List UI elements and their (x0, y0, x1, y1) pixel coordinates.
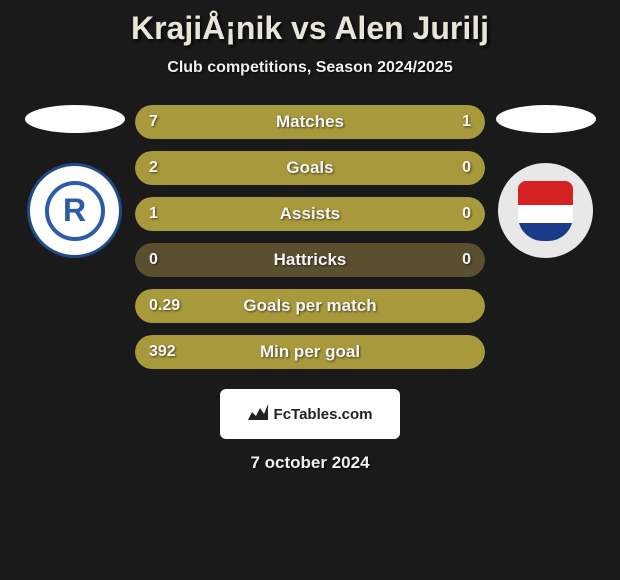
left-player-col: R (22, 105, 127, 258)
comparison-card: KrajiÅ¡nik vs Alen Jurilj Club competiti… (0, 0, 620, 483)
club-shield-icon (518, 181, 573, 241)
player-avatar-right (496, 105, 596, 133)
stat-value-left: 0.29 (149, 297, 180, 315)
brand-box[interactable]: FcTables.com (220, 389, 400, 439)
stat-value-left: 1 (149, 205, 158, 223)
right-player-col (493, 105, 598, 258)
stat-label: Min per goal (260, 342, 360, 362)
date-text: 7 october 2024 (0, 453, 620, 473)
stat-value-left: 7 (149, 113, 158, 131)
stat-label: Assists (280, 204, 340, 224)
stat-value-left: 2 (149, 159, 158, 177)
stats-column: 7 Matches 1 2 Goals 0 1 Assists 0 0 Hattricks 0 0.29… (135, 105, 485, 381)
stat-bar: 1 Assists 0 (135, 197, 485, 231)
stat-bar: 392 Min per goal (135, 335, 485, 369)
stat-label: Matches (276, 112, 344, 132)
stat-value-left: 0 (149, 251, 158, 269)
brand-text: FcTables.com (274, 406, 373, 423)
club-logo-left: R (27, 163, 122, 258)
club-logo-right (498, 163, 593, 258)
page-title: KrajiÅ¡nik vs Alen Jurilj (0, 10, 620, 47)
stat-label: Goals (286, 158, 333, 178)
stat-bar: 0 Hattricks 0 (135, 243, 485, 277)
stat-value-right: 0 (462, 205, 471, 223)
stat-value-right: 1 (462, 113, 471, 131)
chart-icon (248, 404, 268, 425)
stat-bar: 0.29 Goals per match (135, 289, 485, 323)
main-row: R 7 Matches 1 2 Goals 0 1 Assists 0 0 Hattricks 0 0.… (0, 105, 620, 381)
stat-bar: 2 Goals 0 (135, 151, 485, 185)
stat-fill-right (405, 105, 486, 139)
player-avatar-left (25, 105, 125, 133)
stat-value-right: 0 (462, 251, 471, 269)
stat-value-right: 0 (462, 159, 471, 177)
stat-label: Goals per match (243, 296, 376, 316)
subtitle: Club competitions, Season 2024/2025 (0, 59, 620, 77)
stat-value-left: 392 (149, 343, 176, 361)
stat-label: Hattricks (274, 250, 347, 270)
club-logo-left-letter: R (45, 181, 105, 241)
stat-bar: 7 Matches 1 (135, 105, 485, 139)
stat-fill-left (135, 105, 405, 139)
